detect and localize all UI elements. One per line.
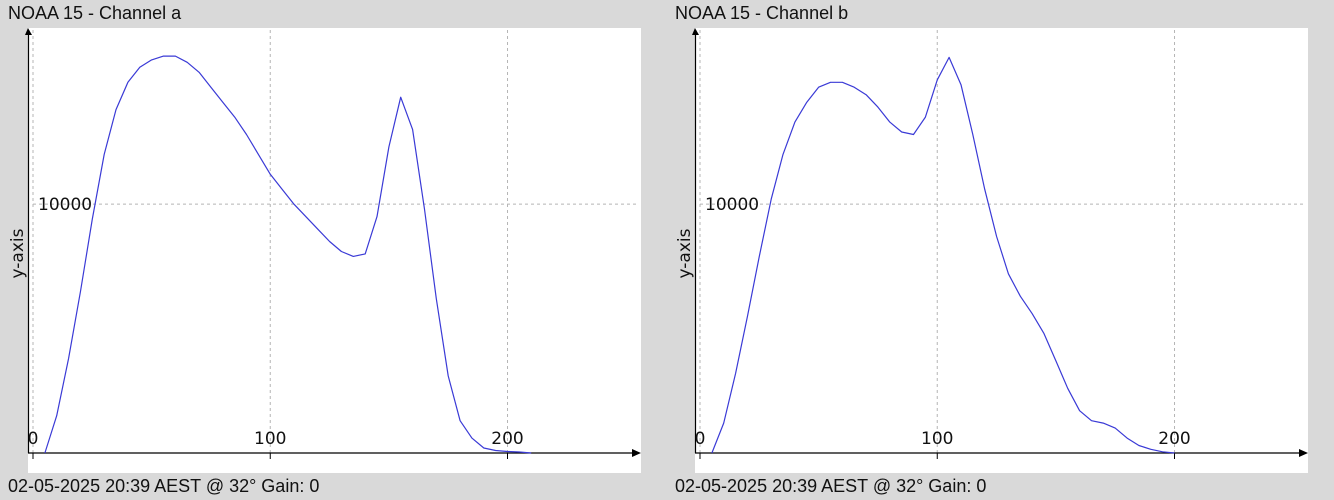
- series-line: [44, 55, 532, 454]
- y-axis-arrow: [25, 28, 32, 35]
- y-tick-label: 10000: [705, 195, 759, 215]
- line-chart: 0 100 200 10000 y-axis: [675, 28, 1308, 459]
- x-axis-arrow: [1299, 449, 1308, 457]
- x-tick-label: 100: [921, 429, 953, 449]
- chart-panel-a: NOAA 15 - Channel a 0 100 200 10000 y-axis 0…: [8, 3, 641, 496]
- plot-area: 0 100 200 10000 y-axis: [8, 28, 641, 473]
- y-tick-label: 10000: [38, 195, 92, 215]
- plot-area: 0 100 200 10000 y-axis: [675, 28, 1308, 473]
- timestamp-footer: 02-05-2025 20:39 AEST @ 32° Gain: 0: [675, 476, 987, 496]
- x-tick-label: 200: [491, 429, 523, 449]
- line-chart: 0 100 200 10000 y-axis: [8, 28, 641, 459]
- chart-title: NOAA 15 - Channel a: [8, 3, 182, 23]
- series-line: [711, 56, 1175, 454]
- y-axis-label: y-axis: [8, 228, 28, 278]
- timestamp-footer: 02-05-2025 20:39 AEST @ 32° Gain: 0: [8, 476, 320, 496]
- x-tick-label: 0: [28, 429, 39, 449]
- x-tick-label: 0: [695, 429, 706, 449]
- chart-panel-b: NOAA 15 - Channel b 0 100 200 10000 y-axis 0…: [667, 0, 1334, 500]
- x-tick-label: 200: [1158, 429, 1190, 449]
- chart-title: NOAA 15 - Channel b: [675, 3, 849, 23]
- y-axis-label: y-axis: [675, 228, 695, 278]
- x-tick-label: 100: [254, 429, 286, 449]
- y-axis-arrow: [692, 28, 699, 35]
- x-axis-arrow: [632, 449, 641, 457]
